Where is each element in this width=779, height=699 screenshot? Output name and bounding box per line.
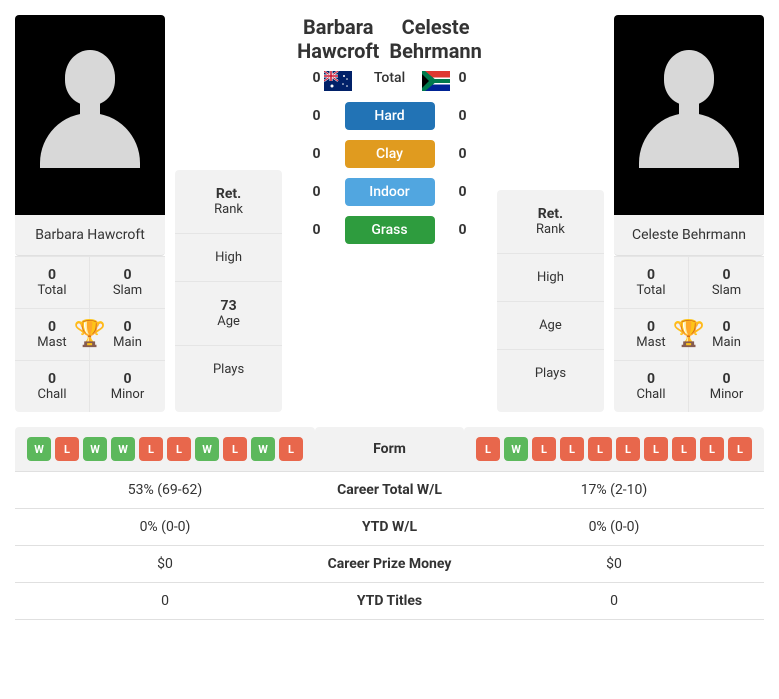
form-badge: L bbox=[644, 437, 668, 461]
form-badge: L bbox=[616, 437, 640, 461]
stat-minor: 0 Minor bbox=[90, 360, 165, 412]
form-badge: W bbox=[195, 437, 219, 461]
silhouette-icon bbox=[639, 50, 739, 180]
surface-clay: 0 Clay 0 bbox=[297, 140, 482, 168]
stat-chall: 0 Chall bbox=[15, 360, 90, 412]
trophy-icon: 🏆 bbox=[673, 319, 705, 349]
form-badge: L bbox=[476, 437, 500, 461]
form-badge: W bbox=[111, 437, 135, 461]
info-plays: Plays bbox=[497, 349, 604, 397]
surface-indoor: 0 Indoor 0 bbox=[297, 178, 482, 206]
table-row-form: WLWWLLWLWL Form LWLLLLLLLL bbox=[15, 427, 764, 472]
silhouette-icon bbox=[40, 50, 140, 180]
info-plays: Plays bbox=[175, 345, 282, 393]
surface-grass: 0 Grass 0 bbox=[297, 216, 482, 244]
trophy-icon: 🏆 bbox=[74, 319, 106, 349]
player1-stats-grid: 0 Total 0 Slam 0 Mast 0 Main 0 Chall bbox=[15, 256, 165, 412]
form-badge: L bbox=[560, 437, 584, 461]
surface-indoor-badge: Indoor bbox=[345, 178, 435, 206]
player2-image bbox=[614, 15, 764, 215]
form-badge: L bbox=[55, 437, 79, 461]
player2-stats-grid: 0 Total 0 Slam 0 Mast 0 Main 0 Chall bbox=[614, 256, 764, 412]
table-row-ytd-wl: 0% (0-0) YTD W/L 0% (0-0) bbox=[15, 509, 764, 546]
stat-slam: 0 Slam bbox=[689, 256, 764, 308]
comparison-table: WLWWLLWLWL Form LWLLLLLLLL 53% (69-62) C… bbox=[15, 427, 764, 620]
form-badge: L bbox=[139, 437, 163, 461]
player2-form: LWLLLLLLLL bbox=[476, 437, 752, 461]
surface-grass-badge: Grass bbox=[345, 216, 435, 244]
player1-image bbox=[15, 15, 165, 215]
form-badge: L bbox=[279, 437, 303, 461]
form-badge: W bbox=[27, 437, 51, 461]
player1-info-column: Ret. Rank High 73 Age Plays bbox=[175, 170, 282, 412]
stat-total: 0 Total bbox=[15, 256, 90, 308]
player2-name-card: Celeste Behrmann bbox=[614, 215, 764, 256]
player1-column: Barbara Hawcroft 0 Total 0 Slam 0 Mast 0… bbox=[15, 15, 165, 412]
form-badge: L bbox=[167, 437, 191, 461]
info-high: High bbox=[175, 233, 282, 281]
table-row-ytd-titles: 0 YTD Titles 0 bbox=[15, 583, 764, 620]
form-badge: L bbox=[532, 437, 556, 461]
form-badge: L bbox=[588, 437, 612, 461]
player1-name-card: Barbara Hawcroft bbox=[15, 215, 165, 256]
player1-form: WLWWLLWLWL bbox=[27, 437, 303, 461]
form-badge: L bbox=[223, 437, 247, 461]
form-badge: L bbox=[700, 437, 724, 461]
surface-total: 0 Total 0 bbox=[297, 64, 482, 92]
table-row-career-wl: 53% (69-62) Career Total W/L 17% (2-10) bbox=[15, 472, 764, 509]
stat-total: 0 Total bbox=[614, 256, 689, 308]
player2-info-column: Ret. Rank High Age Plays bbox=[497, 190, 604, 412]
form-badge: L bbox=[672, 437, 696, 461]
surface-hard: 0 Hard 0 bbox=[297, 102, 482, 130]
form-badge: L bbox=[728, 437, 752, 461]
table-row-prize: $0 Career Prize Money $0 bbox=[15, 546, 764, 583]
top-section: Barbara Hawcroft 0 Total 0 Slam 0 Mast 0… bbox=[15, 15, 764, 412]
player2-column: Celeste Behrmann 0 Total 0 Slam 0 Mast 0… bbox=[614, 15, 764, 412]
form-badge: W bbox=[83, 437, 107, 461]
stat-minor: 0 Minor bbox=[689, 360, 764, 412]
surface-hard-badge: Hard bbox=[345, 102, 435, 130]
info-age: Age bbox=[497, 301, 604, 349]
center-column: Barbara Hawcroft Cel bbox=[292, 15, 487, 412]
info-rank: Ret. Rank bbox=[175, 170, 282, 233]
stat-slam: 0 Slam bbox=[90, 256, 165, 308]
form-badge: W bbox=[251, 437, 275, 461]
stat-chall: 0 Chall bbox=[614, 360, 689, 412]
info-high: High bbox=[497, 253, 604, 301]
surface-clay-badge: Clay bbox=[345, 140, 435, 168]
info-rank: Ret. Rank bbox=[497, 190, 604, 253]
form-badge: W bbox=[504, 437, 528, 461]
info-age: 73 Age bbox=[175, 281, 282, 345]
